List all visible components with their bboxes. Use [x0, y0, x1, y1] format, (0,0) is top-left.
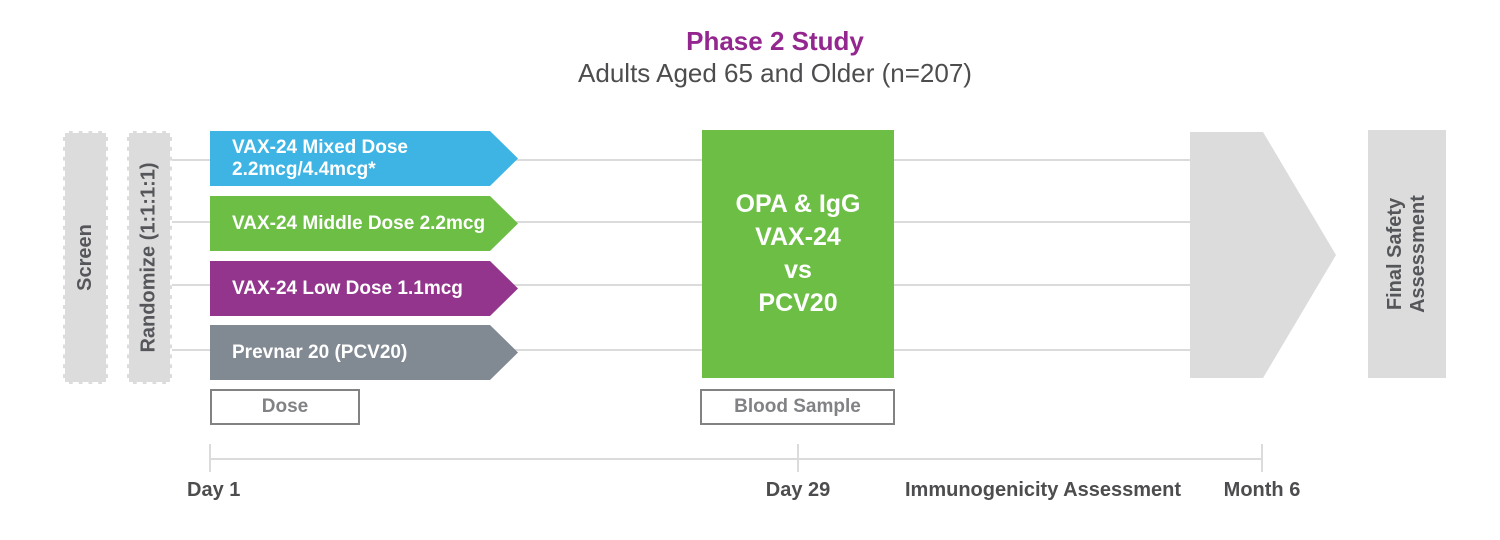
arm-arrow-prevnar20: Prevnar 20 (PCV20)	[210, 325, 518, 380]
assessment-line2: VAX-24	[755, 223, 841, 251]
arm-arrow-vax24-low-dose: VAX-24 Low Dose 1.1mcg	[210, 261, 518, 316]
randomize-label: Randomize (1:1:1:1)	[138, 162, 160, 353]
arm-label-line1: Prevnar 20 (PCV20)	[232, 341, 408, 363]
arm-label-line1: VAX-24 Mixed Dose	[232, 136, 408, 158]
blood-sample-callout-box: Blood Sample	[700, 389, 895, 425]
timeline-tick-month6	[1261, 444, 1263, 472]
final-safety-line2: Assessment	[1407, 195, 1429, 313]
arm-arrow-vax24-middle-dose: VAX-24 Middle Dose 2.2mcg	[210, 196, 518, 251]
timeline-label-day1: Day 1	[187, 479, 241, 501]
final-safety-label: Final Safety Assessment	[1384, 195, 1430, 313]
connector-line-row4	[172, 349, 1190, 351]
connector-line-row2	[172, 221, 1190, 223]
page-subtitle: Adults Aged 65 and Older (n=207)	[578, 58, 972, 88]
assessment-line4: PCV20	[758, 289, 838, 317]
connector-line-row1	[172, 159, 1190, 161]
timeline-label-immunogenicity: Immunogenicity Assessment	[904, 479, 1181, 501]
timeline-label-day29: Day 29	[765, 479, 831, 501]
assessment-line3: vs	[784, 256, 812, 284]
assessment-line1: OPA & IgG	[735, 190, 861, 218]
arm-label-line1: VAX-24 Middle Dose 2.2mcg	[232, 212, 486, 234]
final-safety-assessment-bar: Final Safety Assessment	[1368, 130, 1446, 378]
final-safety-line1: Final Safety	[1384, 197, 1406, 311]
dose-callout-box: Dose	[210, 389, 360, 425]
screen-stage-bar: Screen	[63, 131, 108, 384]
page-title: Phase 2 Study	[686, 26, 864, 56]
timeline-tick-day1	[209, 444, 211, 472]
arm-arrow-vax24-mixed-dose: VAX-24 Mixed Dose 2.2mcg/4.4mcg*	[210, 131, 518, 186]
timeline-axis	[209, 458, 1263, 460]
arm-label-line1: VAX-24 Low Dose 1.1mcg	[232, 277, 463, 299]
timeline-tick-day29	[797, 444, 799, 472]
connector-line-row3	[172, 284, 1190, 286]
randomize-stage-bar: Randomize (1:1:1:1)	[127, 131, 172, 384]
timeline-label-month6: Month 6	[1223, 479, 1301, 501]
safety-followup-arrow	[1190, 132, 1336, 378]
opa-igg-assessment-box: OPA & IgG VAX-24 vs PCV20	[702, 130, 894, 378]
arm-label-line2: 2.2mcg/4.4mcg*	[232, 158, 376, 180]
screen-label: Screen	[74, 224, 96, 291]
